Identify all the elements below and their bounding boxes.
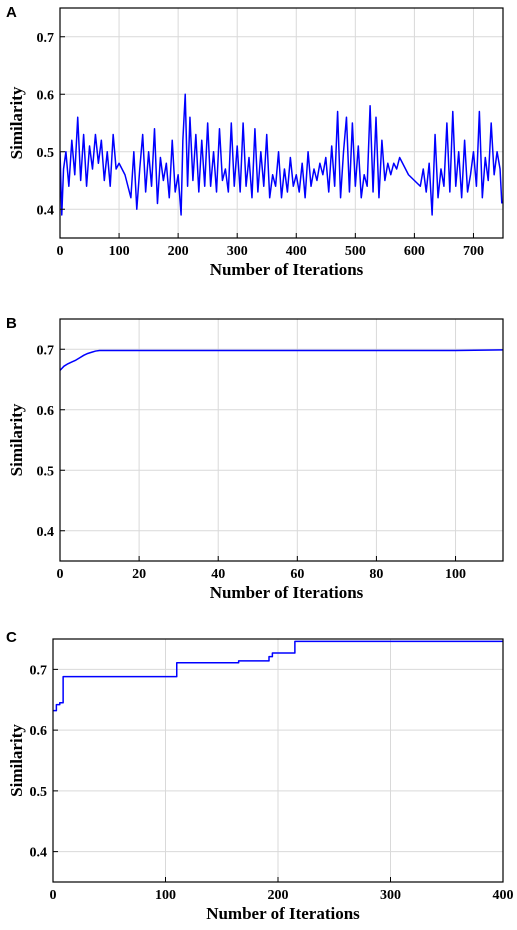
panel-c-y-tick-label: 0.5 bbox=[30, 785, 48, 800]
panel-a-y-axis-label: Similarity bbox=[7, 86, 26, 159]
panel-b-y-tick-label: 0.7 bbox=[37, 343, 55, 358]
panel-a-x-tick-label: 100 bbox=[109, 244, 130, 259]
panel-b-series-line bbox=[60, 349, 503, 371]
panel-c-x-tick-label: 400 bbox=[493, 888, 514, 903]
panel-a-x-axis-label: Number of Iterations bbox=[210, 260, 364, 279]
panel-b-y-tick-label: 0.5 bbox=[37, 464, 55, 479]
panel-a-x-tick-label: 500 bbox=[345, 244, 366, 259]
panel-b-y-tick-label: 0.6 bbox=[37, 404, 55, 419]
panel-b-letter: B bbox=[6, 315, 17, 332]
panel-b-plot-frame bbox=[59, 318, 504, 562]
panel-a-y-tick-label: 0.5 bbox=[37, 146, 55, 161]
panel-a-x-tick-label: 200 bbox=[168, 244, 189, 259]
panel-b-x-tick-label: 20 bbox=[132, 567, 146, 582]
panel-b: B 0 20 40 60 80 100 0.4 0.5 0.6 0.7 Number of Itera… bbox=[6, 315, 504, 602]
panel-c-x-tick-label: 300 bbox=[380, 888, 401, 903]
panel-a-series-line bbox=[60, 93, 503, 216]
panel-a-plot-frame bbox=[59, 7, 504, 239]
panel-c-y-tick-label: 0.7 bbox=[30, 663, 48, 678]
panel-b-y-axis-label: Similarity bbox=[7, 403, 26, 476]
panel-c-x-axis-label: Number of Iterations bbox=[206, 904, 360, 923]
panel-b-x-tick-label: 0 bbox=[57, 567, 64, 582]
panel-a-letter: A bbox=[6, 4, 17, 21]
panel-a-x-tick-label: 300 bbox=[227, 244, 248, 259]
panel-a-x-tick-label: 700 bbox=[463, 244, 484, 259]
panel-c-y-tick-label: 0.6 bbox=[30, 724, 48, 739]
panel-a-x-tick-label: 600 bbox=[404, 244, 425, 259]
panel-b-x-tick-label: 60 bbox=[290, 567, 304, 582]
panel-c: C 0 100 200 300 400 0.4 0.5 0.6 0.7 Number of Iter… bbox=[6, 629, 514, 923]
panel-c-x-tick-label: 100 bbox=[155, 888, 176, 903]
panel-b-x-tick-label: 80 bbox=[369, 567, 383, 582]
panel-c-x-tick-label: 0 bbox=[50, 888, 57, 903]
panel-c-series-line bbox=[53, 640, 503, 712]
panel-c-x-tick-label: 200 bbox=[268, 888, 289, 903]
panel-a-x-tick-label: 0 bbox=[57, 244, 64, 259]
panel-b-x-tick-label: 40 bbox=[211, 567, 225, 582]
panel-b-x-tick-label: 100 bbox=[445, 567, 466, 582]
panel-a-y-tick-label: 0.7 bbox=[37, 31, 55, 46]
panel-b-x-axis-label: Number of Iterations bbox=[210, 583, 364, 602]
panel-a-y-tick-label: 0.4 bbox=[37, 203, 55, 218]
panel-b-y-tick-label: 0.4 bbox=[37, 525, 55, 540]
panel-a-x-tick-label: 400 bbox=[286, 244, 307, 259]
panel-a-y-tick-label: 0.6 bbox=[37, 88, 55, 103]
panel-a: A 0 100 200 300 400 500 600 700 0.4 0.5 0.6 0.7 Numbe… bbox=[6, 4, 504, 279]
panel-c-y-tick-label: 0.4 bbox=[30, 846, 48, 861]
panel-c-letter: C bbox=[6, 629, 17, 646]
panel-c-y-axis-label: Similarity bbox=[7, 724, 26, 797]
